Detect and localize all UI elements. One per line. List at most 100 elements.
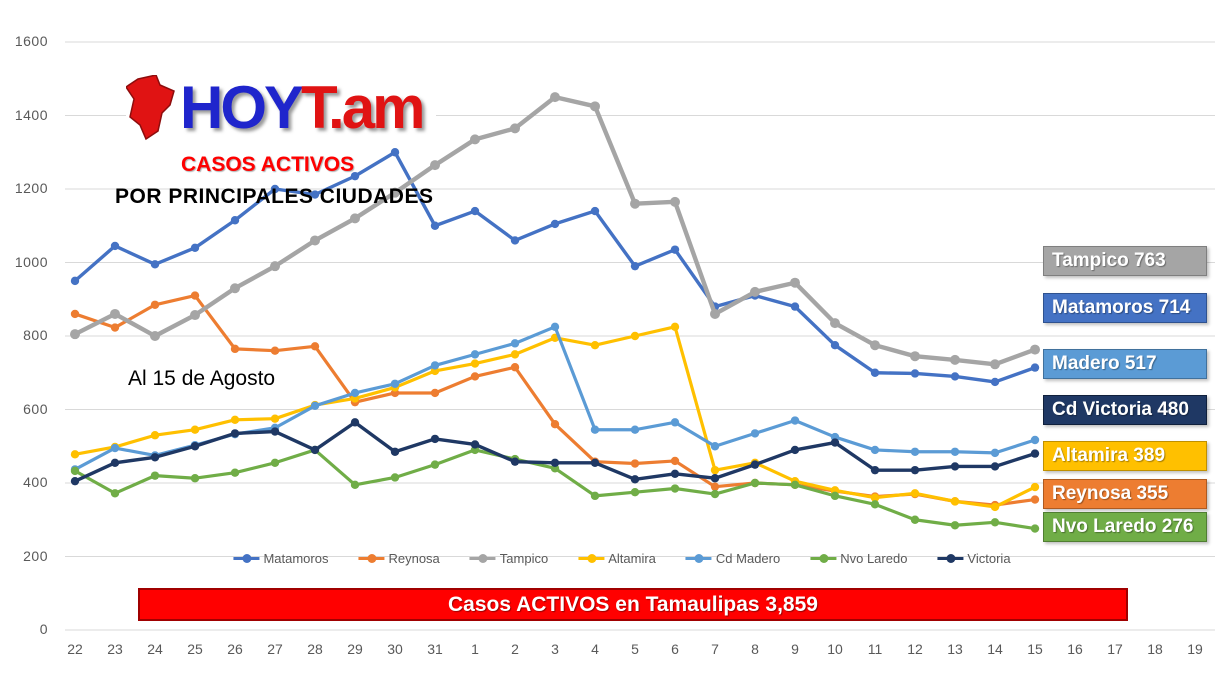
data-point-matamoros bbox=[550, 219, 560, 229]
tamaulipas-shape-icon bbox=[126, 75, 175, 141]
data-point-matamoros bbox=[950, 372, 960, 381]
data-point-matamoros bbox=[590, 206, 600, 216]
data-point-tampico bbox=[910, 351, 920, 362]
data-point-cd-madero bbox=[310, 401, 320, 411]
data-point-victoria bbox=[630, 475, 640, 484]
data-point-tampico bbox=[790, 277, 800, 288]
data-point-victoria bbox=[990, 462, 1000, 471]
data-point-victoria bbox=[230, 429, 240, 438]
legend-marker-dot-icon bbox=[819, 554, 829, 563]
data-point-matamoros bbox=[350, 171, 360, 181]
x-tick-label: 14 bbox=[987, 641, 1003, 657]
x-tick-label: 22 bbox=[67, 641, 83, 657]
legend-item-cd-madero: Cd Madero bbox=[685, 551, 780, 566]
data-point-tampico bbox=[110, 308, 120, 319]
data-point-tampico bbox=[390, 187, 400, 198]
data-point-tampico bbox=[150, 331, 160, 341]
data-point-victoria bbox=[70, 476, 80, 486]
x-tick-label: 11 bbox=[867, 641, 883, 657]
data-point-victoria bbox=[750, 460, 760, 469]
legend-item-victoria: Victoria bbox=[937, 551, 1011, 566]
data-point-tampico bbox=[1030, 344, 1040, 355]
data-point-nvo-laredo bbox=[110, 489, 120, 498]
data-point-victoria bbox=[190, 442, 200, 451]
x-tick-label: 24 bbox=[147, 641, 163, 657]
data-point-cd-madero bbox=[350, 388, 360, 398]
x-tick-label: 28 bbox=[307, 641, 323, 657]
data-point-tampico bbox=[510, 123, 520, 134]
data-point-cd-madero bbox=[430, 361, 440, 370]
legend-item-matamoros: Matamoros bbox=[233, 551, 328, 566]
legend-item-nvo-laredo: Nvo Laredo bbox=[810, 551, 907, 566]
x-tick-label: 27 bbox=[267, 641, 283, 657]
data-point-tampico bbox=[550, 92, 560, 103]
data-point-reynosa bbox=[430, 388, 440, 398]
legend-marker-icon bbox=[578, 554, 605, 563]
data-point-altamira bbox=[190, 425, 200, 434]
legend-marker-icon bbox=[233, 554, 260, 563]
legend-item-reynosa: Reynosa bbox=[358, 551, 440, 566]
data-point-nvo-laredo bbox=[390, 473, 400, 482]
x-tick-label: 23 bbox=[107, 641, 123, 657]
data-point-reynosa bbox=[190, 291, 200, 300]
data-point-victoria bbox=[110, 458, 120, 467]
x-tick-label: 29 bbox=[347, 641, 363, 657]
data-point-matamoros bbox=[270, 184, 280, 194]
data-point-tampico bbox=[710, 308, 720, 319]
hoytam-logo: HOYT.am bbox=[126, 68, 436, 148]
data-point-victoria bbox=[430, 434, 440, 444]
as-of-date-annotation: Al 15 de Agosto bbox=[128, 367, 276, 390]
legend-marker-icon bbox=[358, 554, 385, 563]
data-point-tampico bbox=[950, 354, 960, 365]
data-point-cd-madero bbox=[790, 416, 800, 425]
x-tick-label: 19 bbox=[1187, 641, 1203, 657]
data-point-altamira bbox=[710, 465, 720, 475]
data-point-tampico bbox=[830, 318, 840, 329]
data-point-victoria bbox=[670, 469, 680, 479]
x-tick-label: 10 bbox=[827, 641, 843, 657]
data-point-reynosa bbox=[510, 363, 520, 372]
y-tick-label: 400 bbox=[23, 474, 48, 490]
legend-marker-dot-icon bbox=[587, 554, 597, 563]
data-point-reynosa bbox=[630, 459, 640, 468]
data-point-tampico bbox=[190, 310, 200, 321]
x-tick-label: 31 bbox=[427, 641, 443, 657]
end-label-madero-517: Madero 517 bbox=[1043, 349, 1207, 379]
data-point-matamoros bbox=[870, 368, 880, 377]
data-point-victoria bbox=[310, 445, 320, 455]
legend-marker-dot-icon bbox=[946, 554, 956, 563]
data-point-tampico bbox=[230, 283, 240, 294]
data-point-reynosa bbox=[710, 482, 720, 491]
legend-marker-icon bbox=[810, 554, 837, 563]
data-point-reynosa bbox=[70, 309, 80, 319]
legend-label: Tampico bbox=[499, 551, 549, 566]
data-point-tampico bbox=[310, 235, 320, 246]
data-point-nvo-laredo bbox=[990, 518, 1000, 527]
y-tick-label: 1000 bbox=[14, 253, 48, 270]
data-point-matamoros bbox=[790, 302, 800, 311]
data-point-cd-madero bbox=[990, 448, 1000, 458]
data-point-matamoros bbox=[630, 261, 640, 271]
data-point-reynosa bbox=[270, 346, 280, 355]
data-point-nvo-laredo bbox=[590, 491, 600, 501]
data-point-cd-madero bbox=[510, 339, 520, 348]
end-label-nvo-laredo-276: Nvo Laredo 276 bbox=[1043, 512, 1207, 542]
data-point-altamira bbox=[870, 493, 880, 502]
data-point-nvo-laredo bbox=[910, 515, 920, 524]
data-point-tampico bbox=[590, 101, 600, 112]
data-point-victoria bbox=[830, 438, 840, 447]
data-point-matamoros bbox=[70, 276, 80, 286]
data-point-tampico bbox=[70, 329, 80, 340]
data-point-altamira bbox=[150, 431, 160, 440]
data-point-matamoros bbox=[150, 260, 160, 269]
data-point-victoria bbox=[270, 427, 280, 436]
data-point-cd-madero bbox=[110, 443, 120, 453]
data-point-nvo-laredo bbox=[270, 458, 280, 467]
logo-text: HOYT.am bbox=[180, 78, 425, 138]
data-point-nvo-laredo bbox=[950, 521, 960, 530]
data-point-matamoros bbox=[1030, 363, 1040, 372]
y-tick-label: 0 bbox=[39, 621, 48, 637]
legend-label: Reynosa bbox=[388, 551, 440, 566]
data-point-matamoros bbox=[910, 369, 920, 378]
